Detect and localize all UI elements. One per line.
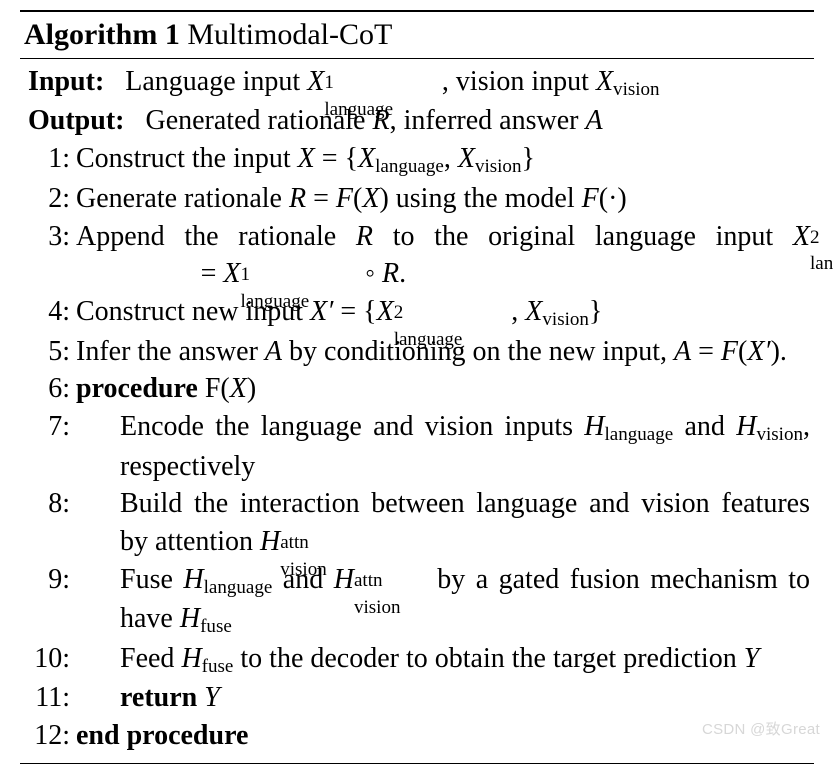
step-num: 11:: [24, 679, 76, 717]
sym-x: X: [596, 66, 613, 97]
sym-a: A: [585, 105, 602, 136]
step-num: 10:: [24, 640, 76, 678]
step-7: 7: Encode the language and vision inputs…: [24, 408, 810, 485]
step-1: 1: Construct the input X = {Xlanguage, X…: [24, 140, 810, 179]
step-6: 6: procedure F(X): [24, 370, 810, 408]
watermark: CSDN @致Great: [702, 718, 820, 739]
step-9: 9: Fuse Hlanguage and Hattnvision by a g…: [24, 561, 810, 640]
step-num: 12:: [24, 717, 76, 755]
step-content: Fuse Hlanguage and Hattnvision by a gate…: [76, 561, 810, 640]
step-num: 3:: [24, 218, 76, 256]
rule-bottom: [20, 763, 814, 764]
step-3: 3: Append the rationale R to the origina…: [24, 218, 810, 294]
step-num: 5:: [24, 333, 76, 371]
step-num: 4:: [24, 293, 76, 331]
step-2: 2: Generate rationale R = F(X) using the…: [24, 180, 810, 218]
step-num: 9:: [24, 561, 76, 599]
sym-x: X: [307, 66, 324, 97]
step-content: procedure F(X): [76, 370, 810, 408]
algorithm-title: Algorithm 1 Multimodal-CoT: [20, 12, 814, 58]
step-content: Generate rationale R = F(X) using the mo…: [76, 180, 810, 218]
input-label: Input:: [28, 66, 104, 97]
step-content: Append the rationale R to the original l…: [76, 218, 810, 294]
step-num: 6:: [24, 370, 76, 408]
algorithm-body: Input: Language input X1language, vision…: [20, 59, 814, 763]
sub: vision: [613, 79, 660, 100]
algorithm-label: Algorithm 1: [24, 18, 180, 51]
text: Language input: [125, 66, 307, 97]
text: , inferred answer: [390, 105, 586, 136]
text: , vision input: [442, 66, 596, 97]
step-content: Encode the language and vision inputs Hl…: [76, 408, 810, 485]
step-10: 10: Feed Hfuse to the decoder to obtain …: [24, 640, 810, 679]
step-content: return Y: [76, 679, 810, 717]
output-line: Output: Generated rationale R, inferred …: [24, 102, 810, 140]
step-content: end procedure: [76, 717, 810, 755]
step-11: 11: return Y: [24, 679, 810, 717]
algorithm-block: Algorithm 1 Multimodal-CoT Input: Langua…: [20, 10, 814, 764]
output-label: Output:: [28, 105, 124, 136]
text: [131, 105, 145, 136]
step-num: 7:: [24, 408, 76, 446]
text: [111, 66, 125, 97]
step-8: 8: Build the interaction between languag…: [24, 485, 810, 561]
step-num: 2:: [24, 180, 76, 218]
step-12: 12: end procedure: [24, 717, 810, 755]
step-content: Construct new input X′ = {X2language, Xv…: [76, 293, 810, 332]
input-line: Input: Language input X1language, vision…: [24, 63, 810, 102]
algorithm-name: Multimodal-CoT: [187, 18, 392, 51]
step-num: 8:: [24, 485, 76, 523]
step-content: Build the interaction between language a…: [76, 485, 810, 561]
step-content: Feed Hfuse to the decoder to obtain the …: [76, 640, 810, 679]
step-4: 4: Construct new input X′ = {X2language,…: [24, 293, 810, 332]
step-content: Construct the input X = {Xlanguage, Xvis…: [76, 140, 810, 179]
step-num: 1:: [24, 140, 76, 178]
